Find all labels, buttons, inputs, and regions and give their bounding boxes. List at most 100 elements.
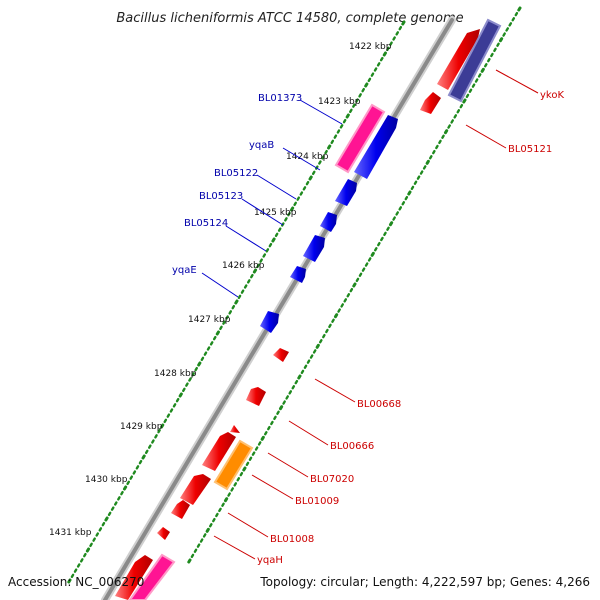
gene-arrow[interactable] [171,500,190,519]
tick-dot [361,87,365,93]
gene-block-pink[interactable] [334,103,386,174]
gene-arrow[interactable] [437,29,480,90]
major-tick [187,558,192,564]
major-tick [333,313,339,319]
tick-dot [166,413,171,418]
tick-dot [73,568,78,573]
tick-dot [191,372,195,377]
tick-label: 1425 kbp [254,208,297,218]
tick-dot [268,242,273,248]
gene-label[interactable]: BL00666 [330,441,374,452]
tick-dot [395,31,400,36]
tick-dot [221,502,225,507]
gene-block-orange[interactable] [213,439,254,491]
gene-arrow[interactable] [230,425,240,433]
tick-dot [120,490,124,496]
gene-arrow[interactable] [115,555,153,600]
gene-arrow[interactable] [273,348,289,362]
tick-dot [428,155,433,160]
gene-label[interactable]: BL01008 [270,534,314,545]
tick-dot [422,165,427,170]
tick-dot [89,542,93,548]
tick-dot [453,114,458,119]
gene-label[interactable]: BL01373 [258,93,302,104]
tick-label: 1424 kbp [286,152,329,162]
tick-dot [251,451,256,456]
tick-dot [293,201,297,207]
tick-dot [343,298,348,303]
gene-arrow[interactable] [202,432,236,471]
major-tick [141,454,146,460]
tick-dot [502,32,506,37]
tick-track-right [187,6,522,564]
gene-label[interactable]: BL07020 [310,474,354,485]
tick-dot [282,400,286,405]
tick-dot [355,98,359,103]
gene-label[interactable]: ykoK [540,90,564,101]
gene-label[interactable]: yqaH [257,555,283,566]
gene-arrow[interactable] [180,474,211,505]
gene-arrow[interactable] [354,115,398,179]
tick-dot [270,420,274,426]
tick-dot [438,139,442,145]
gene-label[interactable]: BL05122 [214,168,258,179]
tick-dot [306,359,311,364]
tick-dot [514,11,519,17]
major-tick [401,20,406,26]
gene-arrow[interactable] [290,266,306,283]
tick-dot [383,231,387,237]
tick-dot [346,293,351,298]
major-tick [104,516,109,522]
gene-arrow[interactable] [157,527,170,540]
tick-dot [465,93,470,99]
forward-label-leaders [201,99,343,298]
major-tick [271,237,276,243]
tick-dot [328,323,332,329]
gene-block-pink[interactable] [128,553,176,600]
tick-dot [294,379,299,385]
tick-dot [447,124,451,129]
tick-dot [194,366,198,372]
gene-label[interactable]: yqaB [249,140,274,151]
major-tick [364,82,369,88]
gene-arrow[interactable] [320,212,337,232]
tick-dot [225,315,229,320]
tick-dot [240,289,245,294]
tick-dot [477,73,482,78]
gene-arrow[interactable] [303,235,325,262]
gene-block-purple[interactable] [447,18,502,103]
gene-arrow[interactable] [420,92,441,114]
tick-dot [185,382,189,387]
gene-label[interactable]: BL05121 [508,144,552,155]
genome-backbone [101,16,456,600]
gene-label[interactable]: BL00668 [357,399,401,410]
gene-label[interactable]: yqaE [172,265,197,276]
tick-label: 1431 kbp [49,528,92,538]
tick-dot [246,279,251,284]
tick-dot [300,369,305,375]
major-tick [160,423,165,429]
tick-dot [287,211,291,217]
tick-dot [98,527,103,532]
major-tick [234,299,239,305]
tick-dot [113,501,118,506]
tick-dot [377,241,381,247]
gene-label[interactable]: BL05124 [184,218,228,229]
tick-dot [245,461,250,467]
tick-dot [336,129,341,134]
tick-dot [493,47,497,53]
tick-dot [263,431,268,436]
tick-dot [302,186,307,191]
tick-dot [342,118,347,124]
tick-dot [273,415,277,421]
gene-arrow[interactable] [335,179,357,206]
tick-dot [471,83,476,88]
gene-label[interactable]: BL01009 [295,496,339,507]
gene-label[interactable]: BL05123 [199,191,243,202]
gene-arrow[interactable] [260,311,279,333]
tick-dot [182,387,186,393]
gene-arrow[interactable] [246,387,266,406]
tick-dot [257,441,262,446]
major-tick [67,578,72,584]
